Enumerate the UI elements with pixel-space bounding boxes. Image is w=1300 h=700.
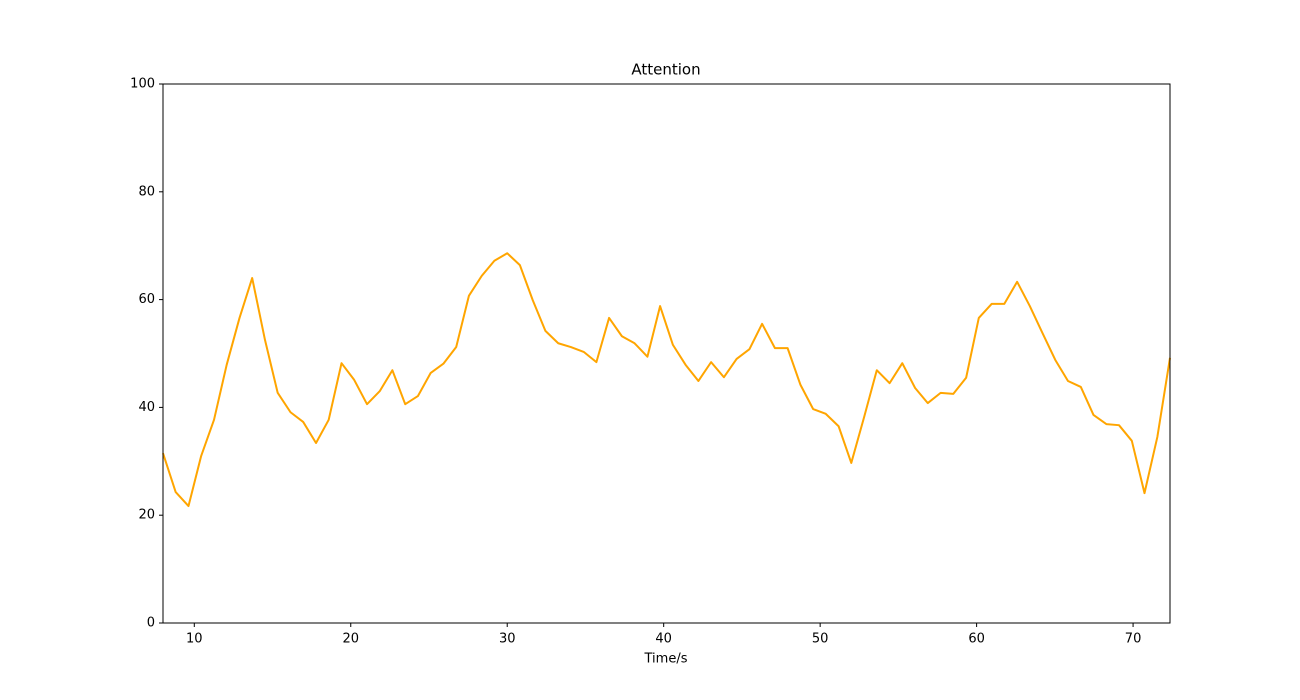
x-tick-label: 70 <box>1125 632 1142 647</box>
chart-title: Attention <box>631 61 700 79</box>
x-axis-label: Time/s <box>644 652 688 667</box>
y-tick-label: 60 <box>138 292 155 307</box>
data-line <box>162 252 1171 508</box>
y-tick-label: 80 <box>138 184 155 199</box>
x-tick-label: 50 <box>812 632 829 647</box>
x-tick-label: 20 <box>342 632 359 647</box>
x-tick-label: 60 <box>968 632 985 647</box>
y-tick-label: 100 <box>130 77 155 92</box>
y-tick-label: 20 <box>138 508 155 523</box>
y-tick-label: 40 <box>138 400 155 415</box>
plot-frame <box>162 83 1171 624</box>
x-tick-label: 10 <box>186 632 203 647</box>
x-tick-label: 30 <box>499 632 516 647</box>
y-tick-label: 0 <box>147 616 155 631</box>
x-tick-label: 40 <box>655 632 672 647</box>
